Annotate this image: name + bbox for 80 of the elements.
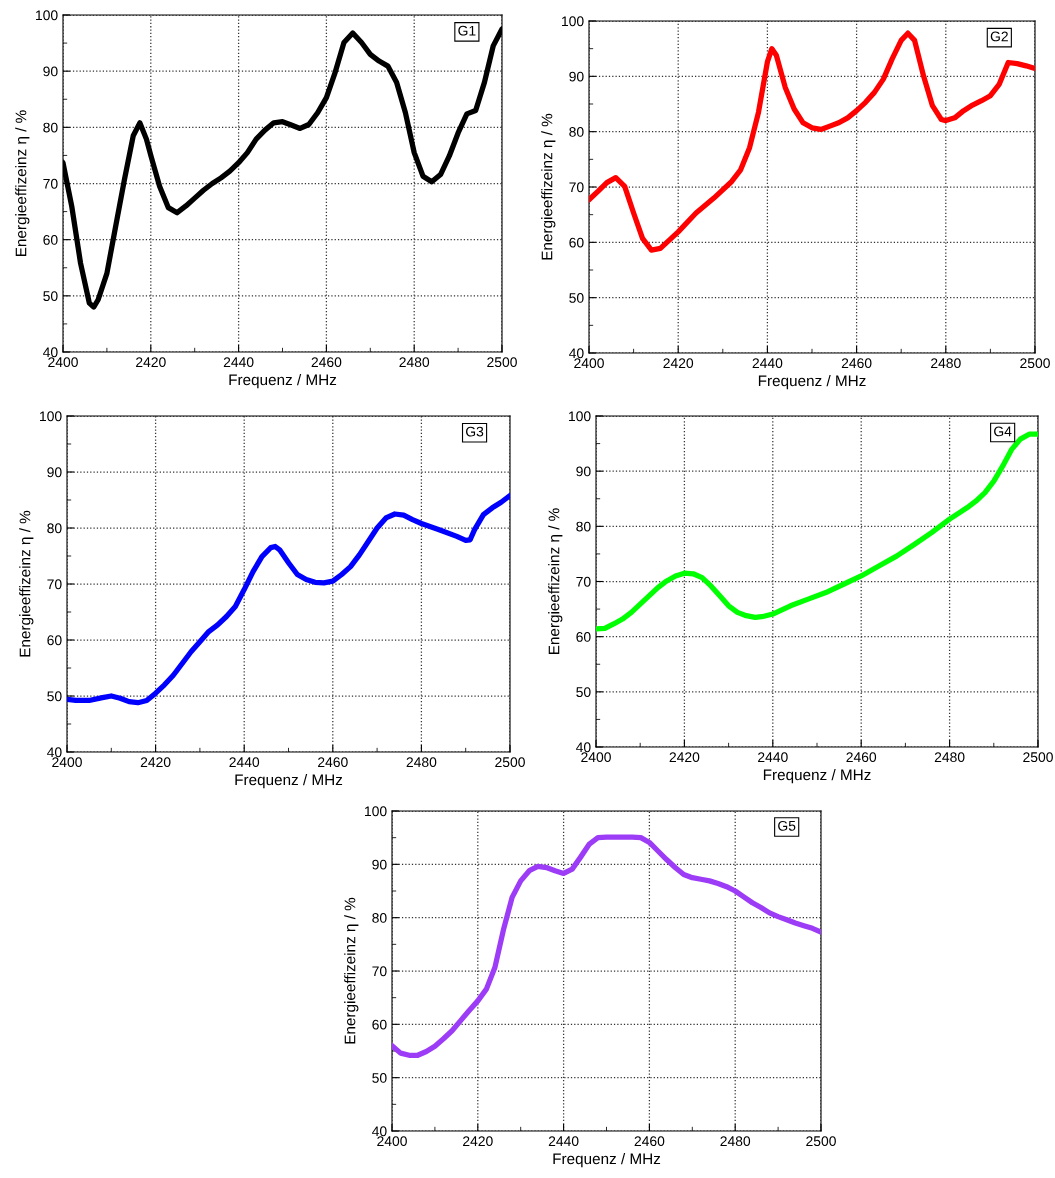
x-axis-title: Frequenz / MHz [763, 768, 871, 784]
x-tick-label: 2400 [574, 358, 604, 369]
y-axis-title: Energieeffizeinz η / % [541, 113, 556, 260]
y-tick-label: 50 [372, 1073, 387, 1083]
x-tick-label: 2400 [377, 1136, 407, 1147]
x-tick-label: 2460 [318, 757, 348, 768]
x-tick-label: 2440 [229, 757, 260, 768]
y-tick-label: 40 [576, 742, 591, 753]
x-tick-label: 2500 [806, 1136, 836, 1147]
y-tick-label: 100 [562, 16, 584, 27]
x-tick-label: 2440 [223, 357, 254, 368]
y-axis-title: Energieeffizeinz η / % [548, 508, 563, 654]
y-tick-label: 70 [372, 966, 387, 977]
y-tick-label: 80 [43, 122, 58, 133]
y-tick-label: 60 [43, 235, 58, 245]
x-tick-label: 2480 [720, 1136, 751, 1147]
x-tick-label: 2420 [663, 358, 694, 369]
x-tick-label: 2420 [136, 357, 166, 368]
x-axis-title: Frequenz / MHz [553, 1152, 661, 1168]
y-tick-label: 70 [47, 579, 62, 590]
y-tick-label: 50 [576, 687, 591, 697]
y-tick-label: 40 [43, 347, 58, 358]
x-tick-label: 2460 [311, 357, 342, 368]
annotation: G4 [994, 426, 1012, 437]
y-tick-label: 90 [47, 467, 62, 478]
x-tick-label: 2420 [463, 1136, 493, 1147]
x-tick-label: 2460 [841, 358, 872, 369]
y-tick-label: 40 [47, 747, 62, 758]
y-tick-label: 60 [576, 632, 591, 642]
y-tick-label: 90 [576, 466, 591, 477]
y-tick-label: 100 [40, 411, 62, 422]
y-tick-label: 40 [569, 348, 584, 359]
y-tick-label: 80 [569, 127, 584, 137]
y-tick-label: 80 [47, 523, 62, 534]
y-tick-label: 80 [372, 913, 387, 923]
x-tick-label: 2460 [846, 752, 877, 763]
x-tick-label: 2400 [52, 757, 82, 768]
y-tick-label: 60 [372, 1019, 387, 1030]
x-tick-label: 2500 [487, 357, 517, 368]
x-tick-label: 2440 [752, 358, 783, 369]
y-tick-label: 50 [569, 293, 584, 303]
y-tick-label: 70 [43, 178, 58, 189]
x-tick-label: 2480 [931, 358, 961, 369]
y-tick-label: 40 [372, 1126, 387, 1137]
x-tick-label: 2500 [1023, 752, 1053, 763]
x-axis-title: Frequenz / MHz [235, 773, 343, 789]
annotation: G5 [778, 820, 796, 831]
y-tick-label: 90 [569, 71, 584, 82]
y-tick-label: 90 [43, 66, 58, 77]
y-tick-label: 100 [365, 806, 387, 817]
x-tick-label: 2400 [581, 752, 611, 763]
x-tick-label: 2480 [399, 357, 430, 368]
y-tick-label: 100 [36, 10, 58, 21]
y-tick-label: 70 [569, 182, 584, 193]
y-axis-title: Energieeffizeinz η / % [19, 510, 34, 657]
y-axis-title: Energieeffizeinz η / % [344, 897, 359, 1044]
y-tick-label: 100 [569, 411, 591, 422]
x-axis-title: Frequenz / MHz [229, 373, 337, 389]
y-tick-label: 70 [576, 576, 591, 587]
x-tick-label: 2400 [48, 357, 78, 368]
x-tick-label: 2480 [406, 757, 437, 768]
y-tick-label: 60 [47, 635, 62, 646]
x-tick-label: 2420 [669, 752, 700, 763]
x-axis-title: Frequenz / MHz [758, 374, 866, 390]
annotation: G1 [458, 25, 476, 36]
y-axis-title: Energieeffizeinz η / % [15, 110, 30, 256]
annotation: G2 [990, 31, 1008, 42]
x-tick-label: 2440 [548, 1136, 579, 1147]
y-tick-label: 50 [47, 691, 62, 702]
x-tick-label: 2420 [140, 757, 171, 768]
annotation: G3 [466, 426, 484, 437]
y-tick-label: 60 [569, 237, 584, 248]
y-tick-label: 90 [372, 859, 387, 870]
y-tick-label: 80 [576, 521, 591, 532]
x-tick-label: 2480 [934, 752, 965, 763]
x-tick-label: 2500 [495, 757, 525, 768]
y-tick-label: 50 [43, 291, 58, 301]
x-tick-label: 2500 [1020, 358, 1050, 369]
x-tick-label: 2440 [758, 752, 788, 763]
x-tick-label: 2460 [634, 1136, 665, 1147]
